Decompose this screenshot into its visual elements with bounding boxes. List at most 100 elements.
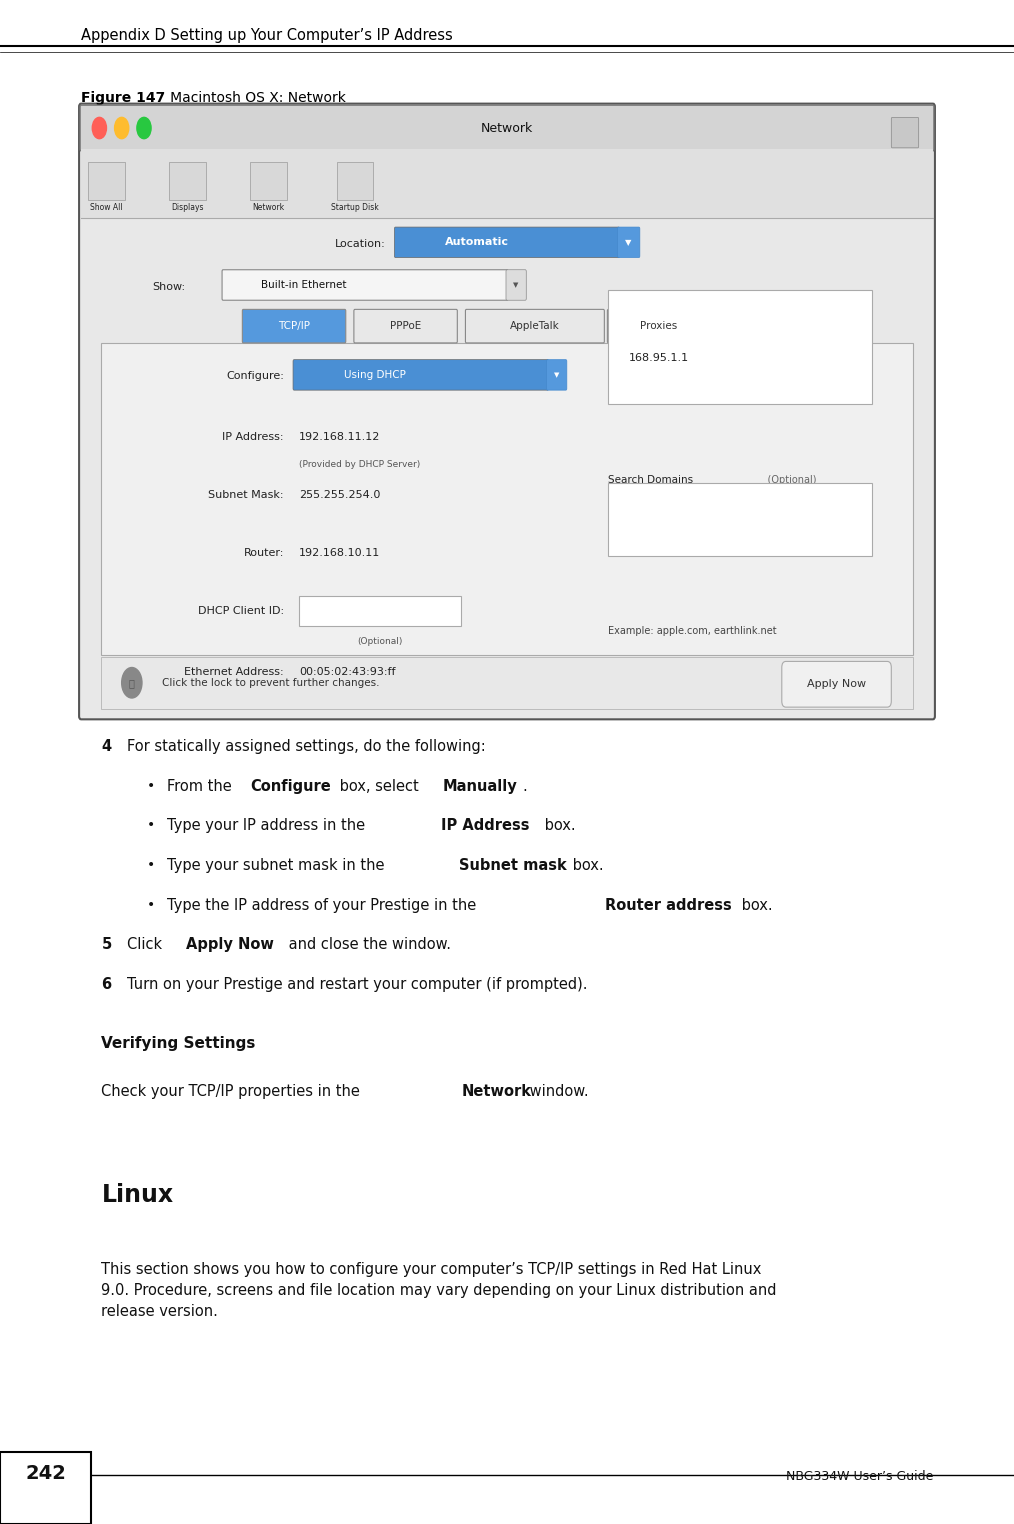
Text: window.: window. (525, 1084, 589, 1099)
FancyBboxPatch shape (618, 227, 640, 258)
Bar (250, 162, 287, 200)
FancyBboxPatch shape (782, 661, 891, 707)
Bar (299, 596, 461, 626)
Text: •: • (147, 898, 155, 911)
Text: Check your TCP/IP properties in the: Check your TCP/IP properties in the (101, 1084, 365, 1099)
Text: TCP/IP: TCP/IP (278, 322, 310, 331)
Text: (Provided by DHCP Server): (Provided by DHCP Server) (299, 460, 421, 469)
Text: •: • (147, 779, 155, 792)
Text: .: . (522, 779, 527, 794)
Text: Startup Disk: Startup Disk (331, 203, 379, 212)
Text: IP Address: IP Address (441, 818, 529, 834)
Text: Domain Name Servers  (Optional): Domain Name Servers (Optional) (608, 369, 774, 378)
Bar (337, 162, 373, 200)
Text: box.: box. (568, 858, 603, 873)
Bar (88, 162, 125, 200)
Text: Apply Now: Apply Now (186, 937, 274, 952)
Text: box, select: box, select (335, 779, 423, 794)
Bar (608, 483, 872, 556)
Text: Linux: Linux (101, 1183, 173, 1207)
Circle shape (122, 668, 142, 698)
Text: DHCP Client ID:: DHCP Client ID: (198, 607, 284, 616)
Text: Verifying Settings: Verifying Settings (101, 1036, 256, 1052)
Bar (81, 149, 933, 218)
Text: ▼: ▼ (513, 282, 519, 288)
Text: Displays: Displays (171, 203, 204, 212)
Text: 168.95.1.1: 168.95.1.1 (629, 354, 689, 363)
Text: This section shows you how to configure your computer’s TCP/IP settings in Red H: This section shows you how to configure … (101, 1262, 777, 1320)
Text: 🔒: 🔒 (129, 678, 135, 687)
FancyBboxPatch shape (293, 360, 549, 390)
Text: Show All: Show All (90, 203, 123, 212)
Text: For statically assigned settings, do the following:: For statically assigned settings, do the… (127, 739, 486, 754)
Text: Proxies: Proxies (641, 322, 677, 331)
Text: 5: 5 (101, 937, 112, 952)
Text: box.: box. (737, 898, 773, 913)
Text: 00:05:02:43:93:ff: 00:05:02:43:93:ff (299, 668, 395, 677)
Text: Automatic: Automatic (444, 238, 509, 247)
Text: Click: Click (127, 937, 166, 952)
Text: Figure 147: Figure 147 (81, 91, 165, 105)
Circle shape (92, 117, 106, 139)
Text: Show:: Show: (152, 282, 186, 291)
Bar (0, 1452, 91, 1524)
Text: ▼: ▼ (554, 372, 560, 378)
Text: Search Domains: Search Domains (608, 475, 694, 485)
Text: Type your IP address in the: Type your IP address in the (167, 818, 370, 834)
FancyBboxPatch shape (80, 105, 934, 151)
Text: 192.168.11.12: 192.168.11.12 (299, 433, 380, 442)
Bar (101, 657, 913, 709)
FancyBboxPatch shape (891, 117, 919, 148)
Circle shape (137, 117, 151, 139)
FancyBboxPatch shape (79, 104, 935, 719)
Text: and close the window.: and close the window. (284, 937, 451, 952)
Text: 242: 242 (25, 1465, 66, 1483)
FancyBboxPatch shape (465, 309, 604, 343)
Text: PPPoE: PPPoE (390, 322, 421, 331)
Text: •: • (147, 818, 155, 832)
Bar (101, 343, 913, 655)
Text: ▼: ▼ (626, 238, 632, 247)
FancyBboxPatch shape (506, 270, 526, 300)
Text: Subnet mask: Subnet mask (459, 858, 567, 873)
FancyBboxPatch shape (222, 270, 508, 300)
Text: Configure:: Configure: (226, 372, 284, 381)
Text: Appendix D Setting up Your Computer’s IP Address: Appendix D Setting up Your Computer’s IP… (81, 27, 453, 43)
FancyBboxPatch shape (242, 309, 346, 343)
Text: Network: Network (252, 203, 285, 212)
Bar (608, 290, 872, 404)
Text: Network: Network (461, 1084, 531, 1099)
Text: Subnet Mask:: Subnet Mask: (209, 491, 284, 500)
Text: Location:: Location: (335, 239, 385, 248)
Text: Type the IP address of your Prestige in the: Type the IP address of your Prestige in … (167, 898, 482, 913)
Text: IP Address:: IP Address: (222, 433, 284, 442)
Text: Click the lock to prevent further changes.: Click the lock to prevent further change… (162, 678, 379, 687)
Text: Router:: Router: (243, 549, 284, 558)
FancyBboxPatch shape (607, 309, 711, 343)
Text: Type your subnet mask in the: Type your subnet mask in the (167, 858, 389, 873)
Text: From the: From the (167, 779, 236, 794)
Text: box.: box. (540, 818, 576, 834)
Text: Built-in Ethernet: Built-in Ethernet (262, 280, 347, 290)
Text: Network: Network (481, 122, 533, 134)
Text: 255.255.254.0: 255.255.254.0 (299, 491, 380, 500)
Text: Using DHCP: Using DHCP (344, 370, 407, 379)
Text: (Optional): (Optional) (358, 637, 403, 646)
Text: 4: 4 (101, 739, 112, 754)
Text: AppleTalk: AppleTalk (510, 322, 560, 331)
FancyBboxPatch shape (547, 360, 567, 390)
FancyBboxPatch shape (394, 227, 620, 258)
Bar (169, 162, 206, 200)
Text: Ethernet Address:: Ethernet Address: (185, 668, 284, 677)
Text: 192.168.10.11: 192.168.10.11 (299, 549, 380, 558)
Text: Apply Now: Apply Now (807, 680, 866, 689)
Text: 6: 6 (101, 977, 112, 992)
Text: •: • (147, 858, 155, 872)
Text: Example: apple.com, earthlink.net: Example: apple.com, earthlink.net (608, 626, 777, 636)
Text: Turn on your Prestige and restart your computer (if prompted).: Turn on your Prestige and restart your c… (127, 977, 587, 992)
Text: (Optional): (Optional) (755, 475, 817, 485)
FancyBboxPatch shape (354, 309, 457, 343)
Text: NBG334W User’s Guide: NBG334W User’s Guide (786, 1469, 933, 1483)
Text: Configure: Configure (250, 779, 332, 794)
Text: Macintosh OS X: Network: Macintosh OS X: Network (157, 91, 346, 105)
